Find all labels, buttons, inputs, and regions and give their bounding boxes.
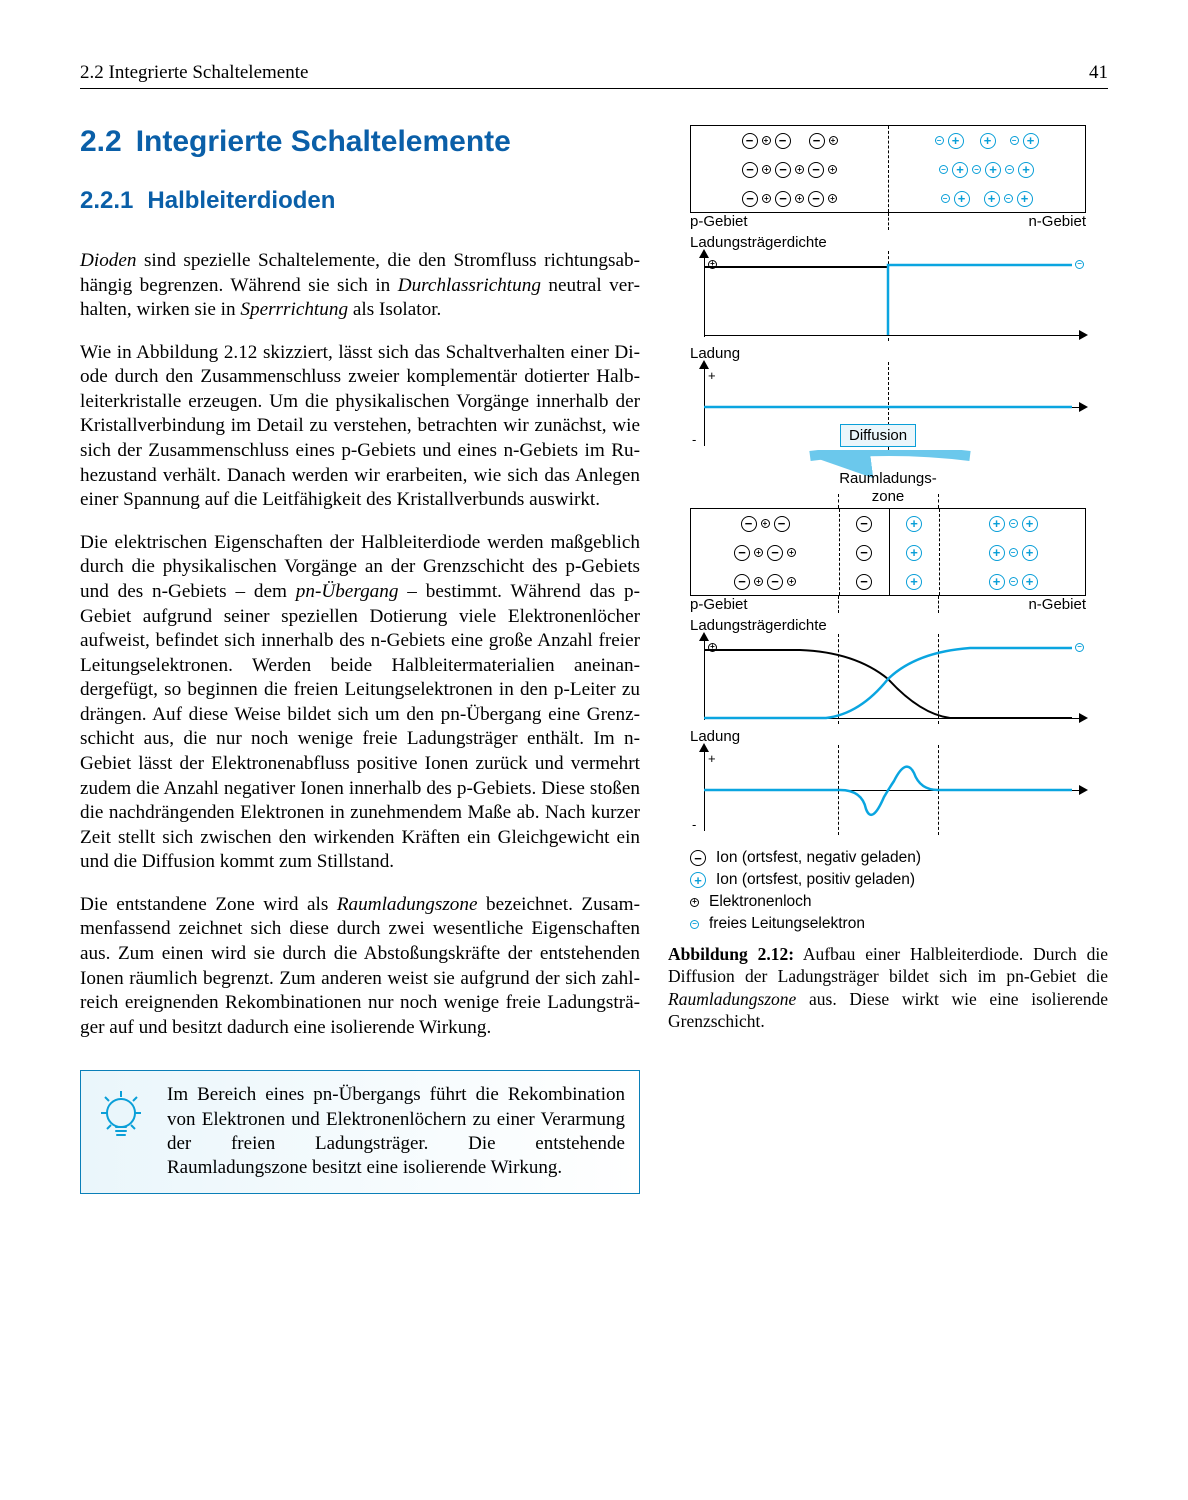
page-number: 41: [1089, 62, 1108, 84]
charge-chart-2: + -: [690, 745, 1086, 835]
diffusion-label: Diffusion: [840, 424, 916, 447]
section-heading: 2.2 Integrierte Schaltelemente: [80, 125, 640, 159]
tip-box: Im Bereich eines pn-Übergangs führt die …: [80, 1070, 640, 1193]
section-number: 2.2: [80, 125, 122, 158]
term-reverse: Sperrrichtung: [240, 299, 348, 320]
paragraph-2: Wie in Abbildung 2.12 skizziert, lässt s…: [80, 341, 640, 513]
n-region-label: n-Gebiet: [1028, 213, 1086, 230]
figure-caption: Abbildung 2.12: Aufbau einer Halbleiter­…: [668, 943, 1108, 1033]
paragraph-1: Dioden sind spezielle Schaltelemente, di…: [80, 249, 640, 323]
running-head-left: 2.2 Integrierte Schaltelemente: [80, 62, 308, 84]
text-column: 2.2 Integrierte Schaltelemente 2.2.1 Halbl…: [80, 125, 640, 1194]
charge-label-1: Ladung: [690, 345, 1086, 362]
tip-text: Im Bereich eines pn-Übergangs führt die …: [167, 1083, 625, 1180]
schematic-top: −+−−+ −++−+ −+−+−+ −+−+−+ −+−+−+ −++−+: [690, 125, 1086, 213]
term-diode: Dioden: [80, 250, 137, 271]
charge-label-2: Ladung: [690, 728, 1086, 745]
lightbulb-icon: [93, 1083, 149, 1153]
section-title: Integrierte Schaltelemente: [136, 125, 511, 158]
legend-neg-ion: −Ion (ortsfest, negativ geladen): [690, 849, 1108, 867]
p-region-label-2: p-Gebiet: [690, 596, 748, 613]
term-forward: Durchlassrichtung: [398, 275, 541, 296]
figure-column: −+−−+ −++−+ −+−+−+ −+−+−+ −+−+−+ −++−+ p…: [668, 125, 1108, 1194]
paragraph-3: Die elektrischen Eigenschaften der Halbl…: [80, 531, 640, 875]
density-label-1: Ladungsträgerdichte: [690, 234, 1086, 251]
subsection-number: 2.2.1: [80, 187, 133, 214]
density-label-2: Ladungsträgerdichte: [690, 617, 1086, 634]
schematic-bottom: −+− − + +−+ −+−+ − + +−+ −+−+ − + +−+: [690, 508, 1086, 596]
p-region-label: p-Gebiet: [690, 213, 748, 230]
subsection-title: Halbleiterdioden: [147, 187, 335, 214]
term-depletion-zone: Raumladungszone: [337, 894, 478, 915]
density-chart-1: + −: [690, 251, 1086, 341]
term-pn-junction: pn-Übergang: [296, 581, 399, 602]
legend-hole: +Elektronenloch: [690, 893, 1108, 911]
subsection-heading: 2.2.1 Halbleiterdioden: [80, 187, 640, 215]
n-region-label-2: n-Gebiet: [1028, 596, 1086, 613]
legend-free-electron: −freies Leitungselektron: [690, 915, 1108, 933]
depletion-label-2: zone: [872, 488, 905, 505]
density-chart-2: + −: [690, 634, 1086, 724]
paragraph-4: Die entstandene Zone wird als Raumladung…: [80, 893, 640, 1040]
charge-chart-1: + - Diffusion: [690, 362, 1086, 450]
depletion-label-1: Raumladungs-: [839, 470, 937, 487]
running-head: 2.2 Integrierte Schaltelemente 41: [80, 62, 1108, 89]
caption-number: Abbildung 2.12:: [668, 944, 794, 964]
legend-pos-ion: +Ion (ortsfest, positiv geladen): [690, 871, 1108, 889]
